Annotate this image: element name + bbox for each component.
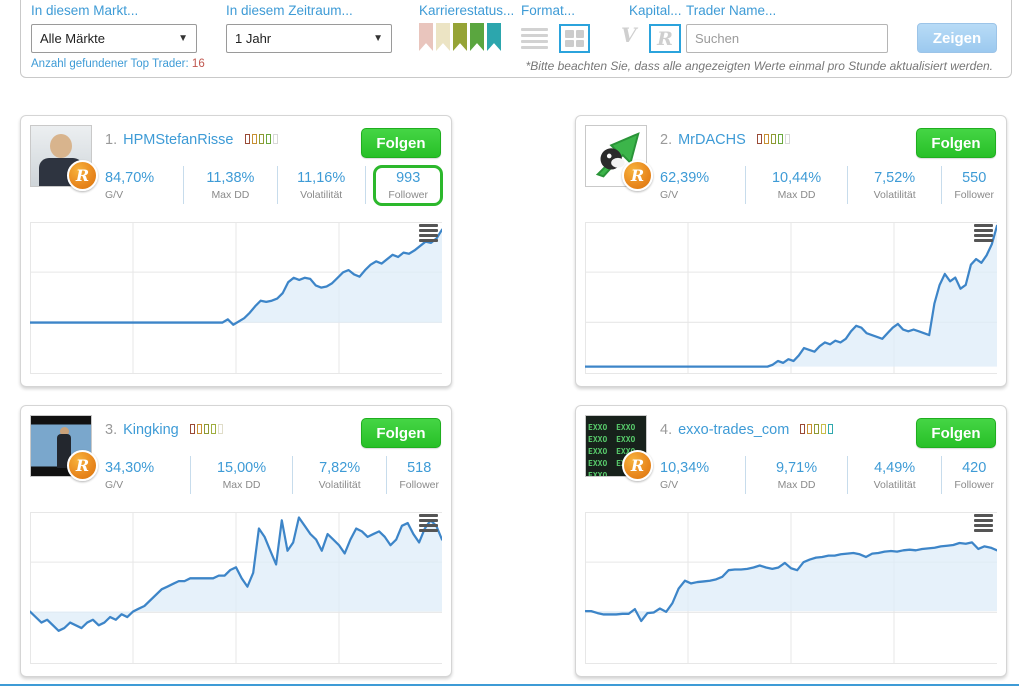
- volatility-stat: 7,82% Volatilität: [318, 459, 361, 491]
- career-level-indicator: [189, 424, 223, 434]
- list-view-icon[interactable]: [521, 28, 548, 52]
- rank-number: 4.: [660, 422, 673, 438]
- follow-button[interactable]: Folgen: [361, 128, 441, 158]
- chart-menu-icon[interactable]: [419, 514, 438, 534]
- volatility-stat: 7,52% Volatilität: [873, 169, 916, 201]
- filter-bar: In diesem Markt... Alle Märkte ▼ In dies…: [20, 0, 1012, 78]
- result-count-value: 16: [191, 58, 205, 70]
- trader-card: R 1. HPMStefanRisse Folgen 84,70% G/V 11,3…: [20, 115, 452, 387]
- trader-name-link[interactable]: Kingking: [123, 422, 179, 438]
- market-select-value: Alle Märkte: [40, 31, 106, 46]
- kapital-v-icon[interactable]: V: [621, 23, 637, 47]
- maxdd-stat: 11,38% Max DD: [206, 169, 255, 201]
- update-note: *Bitte beachten Sie, dass alle angezeigt…: [525, 59, 993, 73]
- performance-chart: [585, 512, 997, 664]
- trader-avatar[interactable]: [585, 125, 647, 187]
- career-status-filter: [419, 23, 501, 51]
- platform-r-badge-icon: R: [622, 450, 653, 481]
- stats-row: 10,34% G/V 9,71% Max DD 4,49% Volatilität 4…: [656, 453, 998, 497]
- footer-divider: [0, 684, 1019, 686]
- career-level-indicator: [756, 134, 790, 144]
- trader-name-link[interactable]: MrDACHS: [678, 132, 746, 148]
- chart-menu-icon[interactable]: [974, 224, 993, 244]
- trader-title: 4. exxo-trades_com: [660, 422, 834, 438]
- follower-stat: 550 Follower: [954, 169, 995, 201]
- gv-stat: 10,34% G/V: [660, 459, 710, 491]
- gv-stat: 62,39% G/V: [660, 169, 710, 201]
- career-ribbon-2-icon[interactable]: [436, 23, 450, 51]
- platform-r-badge-icon: R: [67, 160, 98, 191]
- platform-r-badge-icon: R: [67, 450, 98, 481]
- follow-button[interactable]: Folgen: [916, 128, 996, 158]
- career-level-indicator: [244, 134, 278, 144]
- career-ribbon-3-icon[interactable]: [453, 23, 467, 51]
- market-filter-label: In diesem Markt...: [31, 3, 139, 18]
- period-filter-label: In diesem Zeitraum...: [226, 3, 353, 18]
- career-level-indicator: [800, 424, 834, 434]
- rank-number: 2.: [660, 132, 673, 148]
- maxdd-stat: 10,44% Max DD: [771, 169, 822, 201]
- career-status-label: Karrierestatus...: [419, 3, 515, 18]
- follower-stat: 518 Follower: [399, 459, 440, 491]
- maxdd-stat: 9,71% Max DD: [775, 459, 818, 491]
- search-input[interactable]: [686, 24, 888, 53]
- follow-button[interactable]: Folgen: [916, 418, 996, 448]
- kapital-r-icon[interactable]: R: [649, 24, 681, 53]
- chart-menu-icon[interactable]: [974, 514, 993, 534]
- performance-chart: [30, 222, 442, 374]
- show-button[interactable]: Zeigen: [917, 23, 997, 53]
- follow-button[interactable]: Folgen: [361, 418, 441, 448]
- trader-title: 1. HPMStefanRisse: [105, 132, 278, 148]
- career-ribbon-4-icon[interactable]: [470, 23, 484, 51]
- stats-row: 62,39% G/V 10,44% Max DD 7,52% Volatilität …: [656, 163, 998, 207]
- kapital-label: Kapital...: [629, 3, 682, 18]
- stats-row: 34,30% G/V 15,00% Max DD 7,82% Volatilität …: [101, 453, 443, 497]
- follower-stat: 420 Follower: [954, 459, 995, 491]
- stats-row: 84,70% G/V 11,38% Max DD 11,16% Volatilität…: [101, 163, 444, 207]
- gv-stat: 34,30% G/V: [105, 459, 155, 491]
- format-label: Format...: [521, 3, 576, 18]
- trader-card: EXXO EXXO EXXO EXXO EXXO EXXO EXXO EXXO …: [575, 405, 1007, 677]
- grid-view-icon[interactable]: [559, 24, 590, 53]
- period-select-value: 1 Jahr: [235, 31, 272, 46]
- trader-name-label: Trader Name...: [686, 3, 777, 18]
- trader-card: R 3. Kingking Folgen 34,30% G/V 15,00% Max …: [20, 405, 452, 677]
- trader-title: 2. MrDACHS: [660, 132, 790, 148]
- performance-chart: [585, 222, 997, 374]
- chevron-down-icon: ▼: [373, 33, 383, 44]
- follower-stat: 993 Follower: [373, 164, 444, 206]
- period-select[interactable]: 1 Jahr ▼: [226, 24, 392, 53]
- rank-number: 3.: [105, 422, 118, 438]
- volatility-stat: 4,49% Volatilität: [873, 459, 916, 491]
- trader-avatar[interactable]: [30, 125, 92, 187]
- gv-stat: 84,70% G/V: [105, 169, 155, 201]
- avatar-text: EXXO EXXO EXXO EXXO EXXO EXXO EXXO EXXO …: [588, 423, 636, 477]
- platform-r-badge-icon: R: [622, 160, 653, 191]
- trader-title: 3. Kingking: [105, 422, 223, 438]
- performance-chart: [30, 512, 442, 664]
- chart-menu-icon[interactable]: [419, 224, 438, 244]
- career-ribbon-1-icon[interactable]: [419, 23, 433, 51]
- result-count: Anzahl gefundener Top Trader: 16: [31, 58, 205, 70]
- volatility-stat: 11,16% Volatilität: [297, 169, 346, 201]
- chevron-down-icon: ▼: [178, 33, 188, 44]
- trader-name-link[interactable]: HPMStefanRisse: [123, 132, 234, 148]
- trader-card: R 2. MrDACHS Folgen 62,39% G/V 10,44% Max D…: [575, 115, 1007, 387]
- career-ribbon-5-icon[interactable]: [487, 23, 501, 51]
- rank-number: 1.: [105, 132, 118, 148]
- trader-name-link[interactable]: exxo-trades_com: [678, 422, 790, 438]
- maxdd-stat: 15,00% Max DD: [216, 459, 267, 491]
- market-select[interactable]: Alle Märkte ▼: [31, 24, 197, 53]
